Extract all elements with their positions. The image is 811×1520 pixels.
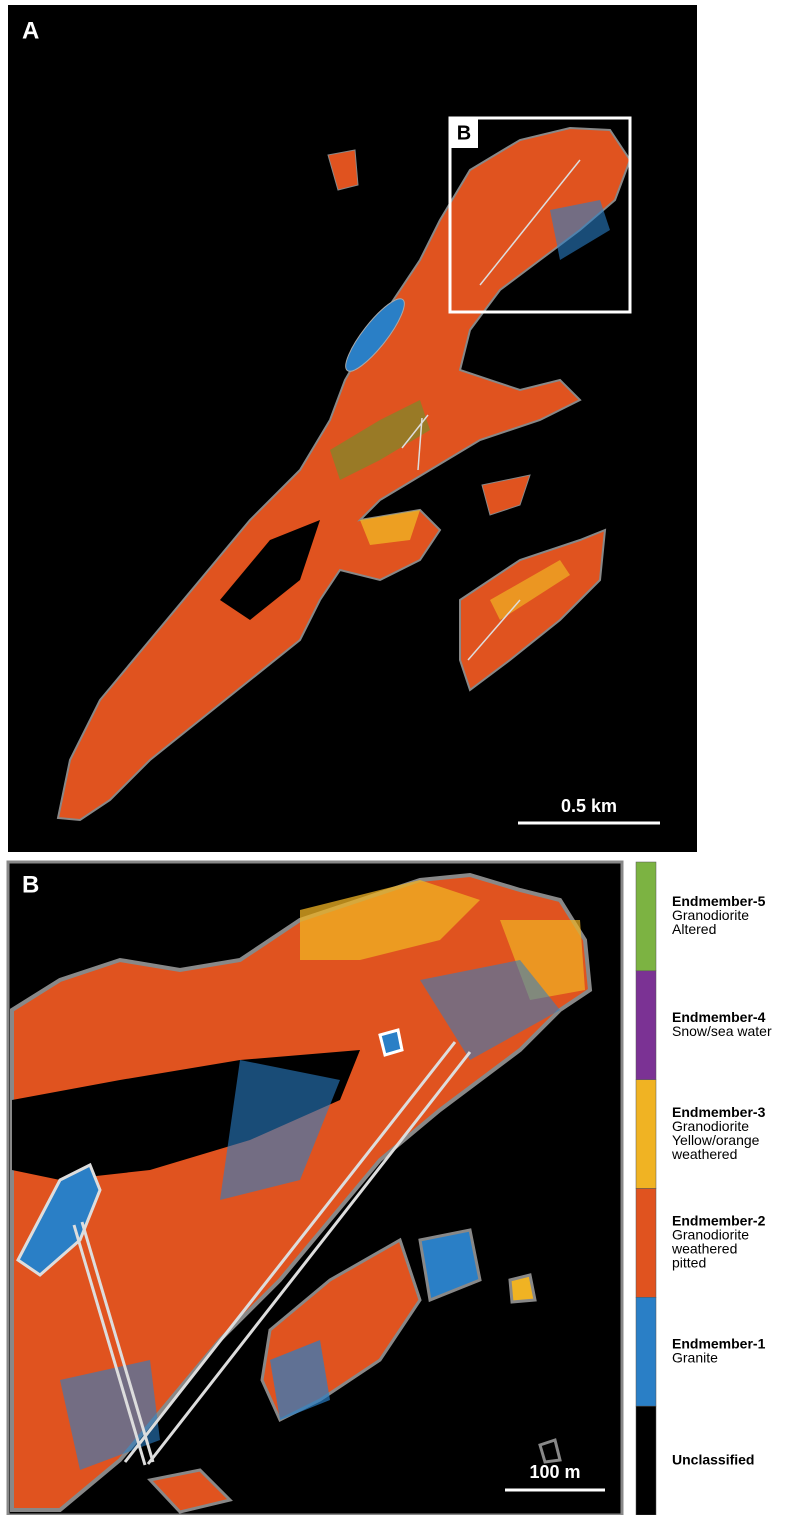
scale-bar-label: 0.5 km <box>561 796 617 816</box>
legend-description: pitted <box>672 1255 706 1271</box>
panel-label: B <box>22 871 39 898</box>
legend-description: Altered <box>672 921 716 937</box>
legend-swatch <box>636 1406 656 1515</box>
scale-bar-label: 100 m <box>529 1462 580 1482</box>
legend-swatch <box>636 971 656 1080</box>
legend-swatch <box>636 862 656 971</box>
legend-description: Snow/sea water <box>672 1023 772 1039</box>
legend-description: weathered <box>671 1146 737 1162</box>
legend: Endmember-5GranodioriteAlteredEndmember-… <box>636 862 772 1515</box>
legend-swatch <box>636 1189 656 1298</box>
legend-swatch <box>636 1080 656 1189</box>
legend-description: Granite <box>672 1349 718 1365</box>
panel-label: A <box>22 17 39 44</box>
inset-label: B <box>457 122 471 144</box>
figure: B A 0.5 km B 100 m Endmember-5Granodiori… <box>0 0 811 1515</box>
legend-swatch <box>636 1297 656 1406</box>
legend-name: Unclassified <box>672 1451 754 1467</box>
